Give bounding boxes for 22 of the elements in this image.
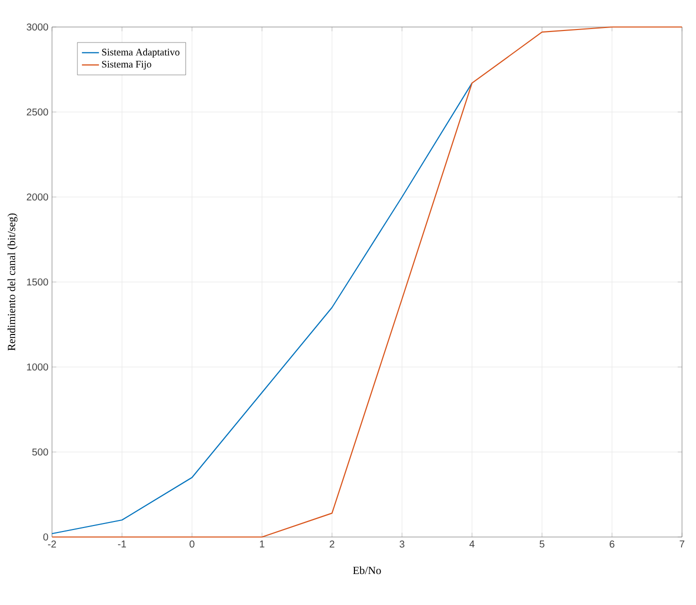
y-tick-label: 1500 [27,278,48,286]
y-tick-label: 3000 [26,23,48,31]
x-tick-label: 4 [469,540,474,548]
x-tick-label: 3 [400,540,404,548]
y-tick-label: 1000 [27,363,48,371]
y-tick-label: 2000 [26,193,48,201]
x-tick-label: -2 [48,540,56,548]
x-tick-label: 6 [610,540,614,548]
y-tick-label: 0 [43,533,48,541]
legend-label: Sistema Fijo [102,60,152,70]
y-tick-label: 500 [32,448,48,456]
legend-label: Sistema Adaptativo [102,48,180,58]
x-axis-title: Eb/No [353,566,381,574]
y-tick-label: 2500 [26,108,48,116]
x-tick-label: 5 [540,540,544,548]
x-tick-label: 2 [330,540,334,548]
y-axis-title: Rendimiento del canal (bit/seg) [8,214,18,351]
x-tick-label: -1 [118,540,126,548]
x-tick-label: 0 [190,540,194,548]
x-tick-label: 7 [680,540,684,548]
line-series [51,82,473,534]
x-tick-label: 1 [260,540,264,548]
